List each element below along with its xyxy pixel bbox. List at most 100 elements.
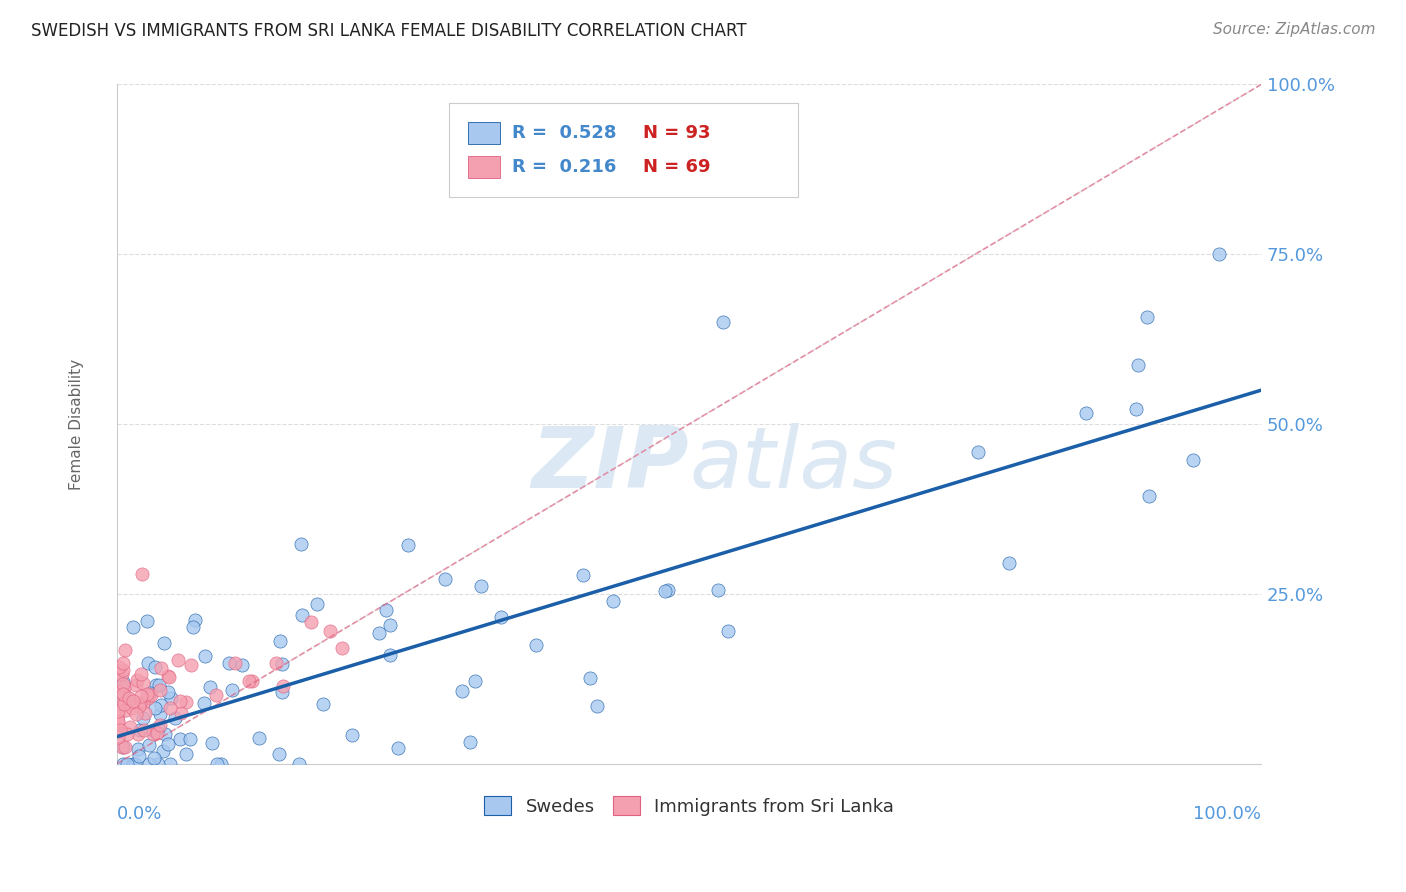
Legend: Swedes, Immigrants from Sri Lanka: Swedes, Immigrants from Sri Lanka xyxy=(477,789,901,822)
Point xyxy=(142,727,165,741)
Point xyxy=(201,736,224,750)
Point xyxy=(138,738,160,752)
Point xyxy=(127,727,149,741)
Point xyxy=(458,734,481,748)
Point xyxy=(150,661,173,675)
Point xyxy=(111,656,134,670)
Point xyxy=(654,584,676,599)
Point xyxy=(717,624,740,639)
Point xyxy=(125,707,148,722)
Point xyxy=(396,538,419,552)
Point xyxy=(464,673,486,688)
Point xyxy=(375,603,398,617)
Point xyxy=(108,723,131,737)
Point xyxy=(111,739,134,754)
Point xyxy=(111,664,134,678)
Point xyxy=(141,688,163,702)
Point xyxy=(134,723,156,738)
Point xyxy=(111,687,134,701)
Text: Source: ZipAtlas.com: Source: ZipAtlas.com xyxy=(1212,22,1375,37)
Text: 100.0%: 100.0% xyxy=(1194,805,1261,822)
Point xyxy=(205,688,228,702)
Point xyxy=(433,572,456,586)
Point xyxy=(318,624,340,638)
Point xyxy=(107,704,129,718)
Point xyxy=(149,682,172,697)
Point xyxy=(111,740,134,755)
Point xyxy=(148,718,170,732)
Point xyxy=(136,656,159,670)
Point xyxy=(312,698,335,712)
Point xyxy=(152,744,174,758)
Point xyxy=(1208,247,1230,261)
Point xyxy=(122,694,145,708)
Text: atlas: atlas xyxy=(689,424,897,507)
Point xyxy=(657,582,679,597)
Point xyxy=(194,648,217,663)
Point xyxy=(129,696,152,710)
Point xyxy=(367,626,389,640)
Point xyxy=(131,666,153,681)
Point xyxy=(136,687,159,701)
Point xyxy=(134,706,156,720)
Point xyxy=(136,688,159,702)
Point xyxy=(132,697,155,711)
Point xyxy=(111,677,134,691)
Point xyxy=(218,656,240,670)
Point xyxy=(207,756,229,771)
Point xyxy=(711,315,734,329)
Point xyxy=(1125,401,1147,416)
Point xyxy=(129,723,152,738)
Point xyxy=(269,633,291,648)
Point xyxy=(176,695,198,709)
Point xyxy=(270,657,292,671)
Point xyxy=(114,740,136,755)
Point xyxy=(127,741,149,756)
Point xyxy=(342,728,364,742)
Point xyxy=(156,685,179,699)
Point xyxy=(288,756,311,771)
Point xyxy=(115,690,138,704)
Point xyxy=(169,731,191,746)
Point xyxy=(451,684,474,698)
Point xyxy=(107,714,129,728)
Text: SWEDISH VS IMMIGRANTS FROM SRI LANKA FEMALE DISABILITY CORRELATION CHART: SWEDISH VS IMMIGRANTS FROM SRI LANKA FEM… xyxy=(31,22,747,40)
Point xyxy=(132,711,155,725)
Text: ZIP: ZIP xyxy=(531,424,689,507)
Point xyxy=(138,756,160,771)
Point xyxy=(247,731,270,745)
Point xyxy=(707,582,730,597)
Point xyxy=(107,666,129,681)
Point xyxy=(165,711,187,725)
Point xyxy=(602,594,624,608)
Point xyxy=(125,678,148,692)
Text: N = 93: N = 93 xyxy=(644,124,711,142)
Point xyxy=(271,679,294,693)
Point xyxy=(169,693,191,707)
Point xyxy=(153,636,176,650)
Point xyxy=(114,643,136,657)
Point xyxy=(112,698,135,712)
Point xyxy=(267,747,290,762)
Point xyxy=(156,737,179,751)
Point xyxy=(149,707,172,722)
Point xyxy=(148,756,170,771)
Point xyxy=(238,673,260,688)
Point xyxy=(332,641,354,656)
Point xyxy=(1137,489,1160,503)
Point xyxy=(122,756,145,771)
Point xyxy=(148,678,170,692)
Text: 0.0%: 0.0% xyxy=(117,805,162,822)
Point xyxy=(142,750,165,764)
Point xyxy=(128,749,150,764)
Point xyxy=(142,723,165,738)
Point xyxy=(491,610,513,624)
Point xyxy=(157,669,180,683)
FancyBboxPatch shape xyxy=(449,103,797,196)
Text: R =  0.216: R = 0.216 xyxy=(512,158,616,177)
Point xyxy=(139,686,162,700)
Point xyxy=(112,680,135,694)
Point xyxy=(967,445,990,459)
Point xyxy=(128,699,150,714)
Point xyxy=(148,721,170,735)
